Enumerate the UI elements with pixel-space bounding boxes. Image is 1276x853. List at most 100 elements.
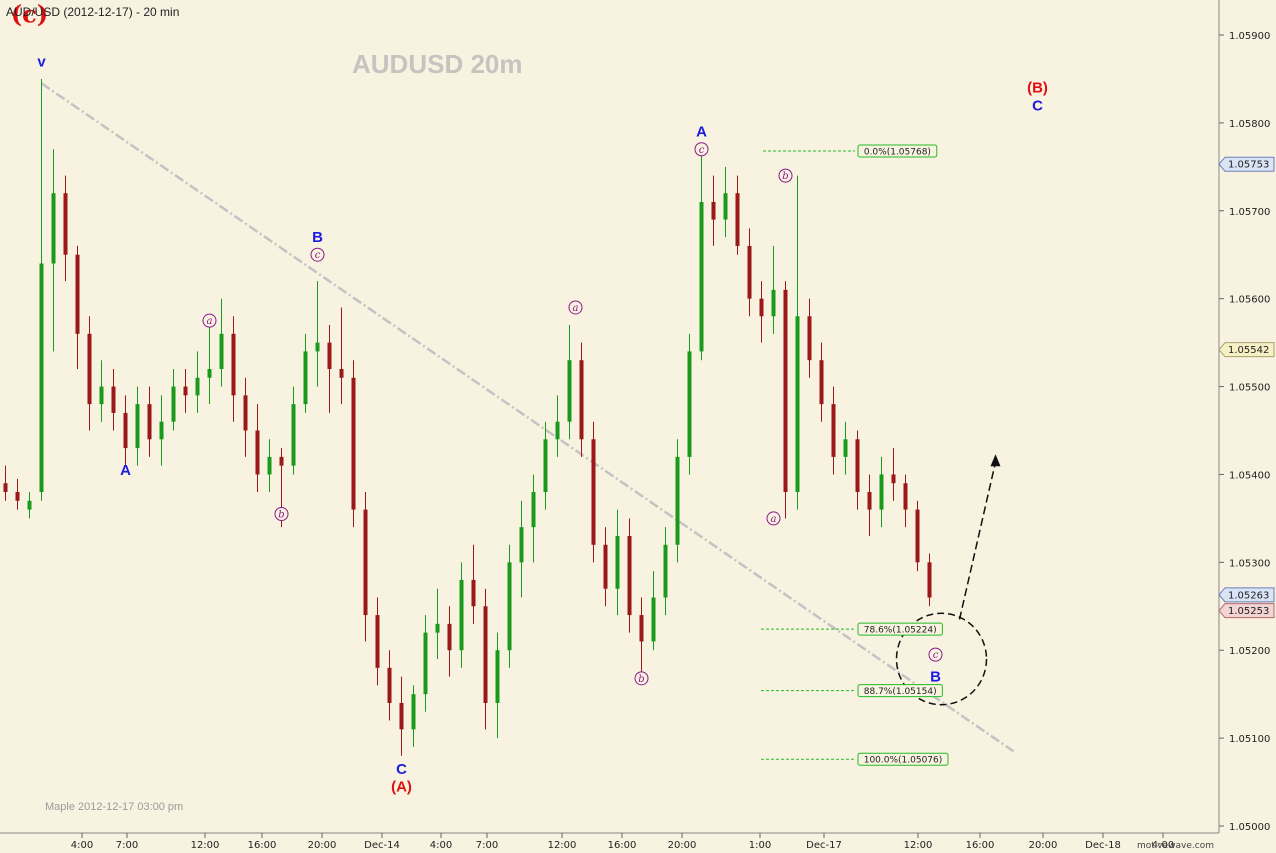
candle-body (771, 289, 776, 317)
candle-body (495, 650, 500, 703)
candle-body (267, 456, 272, 475)
wave-label: (B) (1027, 80, 1048, 97)
price-tick-label: 1.05300 (1229, 558, 1270, 569)
candle-body (387, 667, 392, 703)
fib-level-box (857, 684, 943, 698)
price-tick-label: 1.05000 (1229, 822, 1270, 833)
wave-label-minor: c (933, 650, 939, 661)
wave-label: C (396, 761, 407, 778)
time-tick-label: 20:00 (668, 840, 697, 851)
wave-label-minor: a (771, 514, 777, 525)
wave-circle (310, 247, 325, 262)
price-tag-label: 1.05753 (1228, 160, 1269, 171)
candle-body (723, 193, 728, 220)
candle-body (339, 368, 344, 378)
candle-body (531, 492, 536, 528)
trendline-layer (40, 82, 1015, 753)
fib-level-label: 0.0%(1.05768) (864, 148, 931, 158)
time-tick-label: 4:00 (430, 840, 452, 851)
time-tick-label: 16:00 (248, 840, 277, 851)
candle-body (75, 254, 80, 334)
chart-header: AUD/USD (2012-12-17) - 20 min (6, 5, 179, 19)
candle-body (555, 421, 560, 440)
candle-body (687, 351, 692, 457)
candle-body (543, 439, 548, 493)
time-axis[interactable]: 4:00 7:00 12:00 16:00 20:00 Dec-14 4:00 7:00 12:… (71, 833, 1174, 851)
wave-label: A (120, 462, 131, 479)
wave-label: (c) (11, 0, 48, 28)
candle-body (879, 474, 884, 510)
price-tick-label: 1.05500 (1229, 383, 1270, 394)
fib-level-label: 88.7%(1.05154) (864, 687, 937, 697)
candle-body (831, 404, 836, 457)
wave-circle (568, 300, 583, 315)
candle-body (915, 509, 920, 563)
candle-body (675, 456, 680, 545)
time-tick-label: 1:00 (749, 840, 771, 851)
candle-body (279, 456, 284, 466)
time-tick-label: 7:00 (116, 840, 138, 851)
fib-level-box (857, 144, 938, 158)
candle-body (63, 193, 68, 255)
price-tick-label: 1.05900 (1229, 31, 1270, 42)
candle-body (807, 316, 812, 361)
wave-label: A (696, 124, 707, 141)
candle-body (99, 386, 104, 405)
time-tick-label: 12:00 (191, 840, 220, 851)
candle-body (759, 298, 764, 317)
price-tag (1218, 587, 1275, 603)
wave-circle (928, 647, 943, 662)
wave-label-minor: a (207, 316, 213, 327)
candle-body (327, 342, 332, 369)
price-tags: 1.05753 1.05542 1.05263 1.05253 (1218, 156, 1275, 619)
projection-arrow-head (990, 454, 1001, 467)
price-axis[interactable]: 1.05900 1.05800 1.05700 1.05600 1.05500 1.054… (1219, 31, 1270, 833)
candle-body (3, 483, 8, 493)
candle-body (171, 386, 176, 422)
price-tick-label: 1.05700 (1229, 207, 1270, 218)
candle-body (711, 201, 716, 220)
price-tag-label: 1.05253 (1228, 606, 1269, 617)
candle-body (507, 562, 512, 651)
candles (3, 78, 932, 756)
candle-body (699, 201, 704, 352)
candle-body (231, 333, 236, 396)
candle-body (627, 535, 632, 616)
wave-circle (766, 511, 781, 526)
brand-label: motivewave.com (1137, 841, 1214, 851)
candle-body (435, 623, 440, 633)
candle-body (123, 412, 128, 449)
candle-body (39, 263, 44, 493)
candle-body (795, 316, 800, 493)
candle-body (867, 492, 872, 510)
price-tick-label: 1.05100 (1229, 734, 1270, 745)
candle-body (651, 597, 656, 642)
candle-body (843, 439, 848, 457)
candle-body (291, 404, 296, 466)
candle-body (375, 615, 380, 668)
candle-body (615, 535, 620, 589)
target-circle (895, 612, 988, 706)
wave-label: C (1032, 97, 1043, 114)
candle-body (219, 333, 224, 369)
candle-body (423, 632, 428, 695)
candle-body (243, 395, 248, 431)
wave-label-minor: a (573, 303, 579, 314)
candle-body (51, 193, 56, 264)
candle-body (579, 360, 584, 440)
candle-body (663, 544, 668, 598)
candle-body (459, 579, 464, 651)
time-tick-label: Dec-17 (806, 840, 842, 851)
candle-body (207, 368, 212, 378)
price-tick-label: 1.05800 (1229, 119, 1270, 130)
candle-body (819, 360, 824, 405)
wave-label-minor: b (278, 509, 284, 520)
candle-body (255, 430, 260, 475)
wave-label: B (930, 669, 941, 686)
time-tick-label: 20:00 (1029, 840, 1058, 851)
fib-level-label: 100.0%(1.05076) (864, 756, 943, 766)
candle-body (855, 439, 860, 493)
candle-body (783, 289, 788, 493)
candle-body (591, 439, 596, 545)
